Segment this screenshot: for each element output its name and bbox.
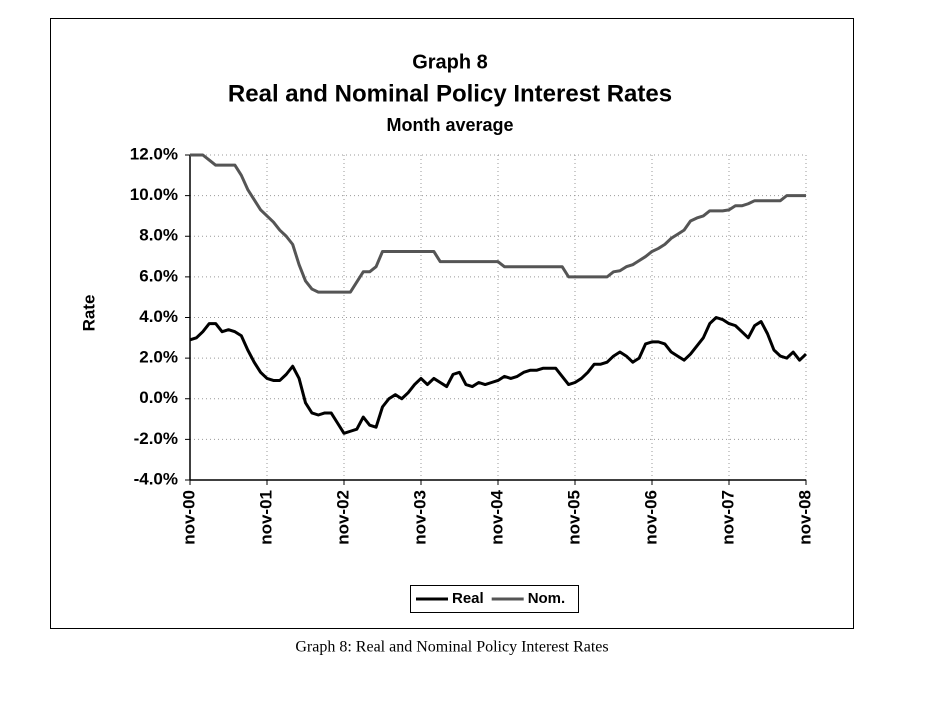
figure-caption: Graph 8: Real and Nominal Policy Interes… xyxy=(295,639,608,656)
x-tick-label: nov-06 xyxy=(641,490,660,545)
chart-subtitle: Real and Nominal Policy Interest Rates xyxy=(228,80,672,107)
x-tick-label: nov-05 xyxy=(564,490,583,545)
y-tick-label: 4.0% xyxy=(139,307,178,326)
y-tick-label: 12.0% xyxy=(130,144,178,163)
chart-title: Graph 8 xyxy=(412,51,488,73)
y-tick-label: 10.0% xyxy=(130,185,178,204)
y-tick-label: 2.0% xyxy=(139,348,178,367)
legend-label: Nom. xyxy=(528,590,566,607)
x-tick-label: nov-02 xyxy=(333,490,352,545)
chart-note: Month average xyxy=(386,115,513,135)
y-tick-label: -2.0% xyxy=(134,429,178,448)
series-line xyxy=(190,153,806,294)
chart-frame xyxy=(50,18,854,629)
x-tick-label: nov-04 xyxy=(487,489,506,544)
x-tick-label: nov-03 xyxy=(410,490,429,545)
x-tick-label: nov-00 xyxy=(179,490,198,545)
legend-label: Real xyxy=(452,590,484,607)
x-tick-label: nov-01 xyxy=(256,490,275,545)
y-tick-label: -4.0% xyxy=(134,469,178,488)
series-line xyxy=(189,316,808,435)
y-tick-label: 8.0% xyxy=(139,226,178,245)
x-tick-label: nov-07 xyxy=(718,490,737,545)
x-tick-label: nov-08 xyxy=(795,490,814,545)
y-tick-label: 0.0% xyxy=(139,388,178,407)
y-axis-label: Rate xyxy=(79,295,98,332)
y-tick-label: 6.0% xyxy=(139,266,178,285)
